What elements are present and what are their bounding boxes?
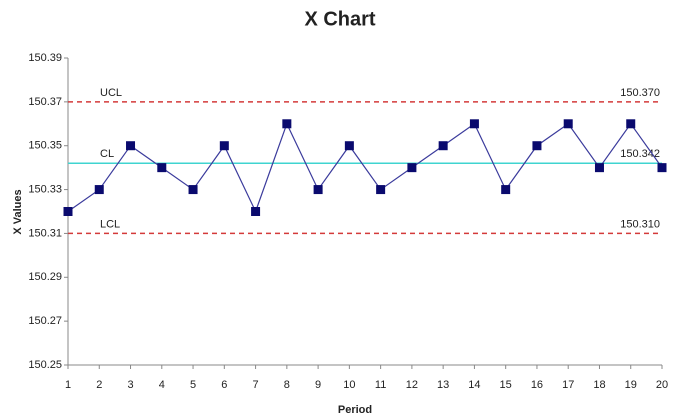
point-marker [219, 141, 229, 151]
x-tick-label: 12 [406, 379, 418, 391]
y-tick-label: 150.31 [28, 227, 62, 239]
point-marker [657, 163, 667, 173]
x-tick-label: 2 [96, 379, 102, 391]
x-tick-label: 7 [253, 379, 259, 391]
point-marker [407, 163, 417, 173]
point-marker [344, 141, 354, 151]
y-tick-label: 150.27 [28, 315, 62, 327]
chart-title: X Chart [304, 8, 375, 30]
x-axis-title: Period [338, 404, 372, 416]
control-line-value: 150.310 [620, 218, 660, 230]
y-tick-label: 150.39 [28, 52, 62, 64]
y-tick-label: 150.37 [28, 96, 62, 108]
x-tick-label: 6 [221, 379, 227, 391]
y-tick-label: 150.33 [28, 183, 62, 195]
control-line-name: UCL [100, 87, 122, 99]
y-axis-title: X Values [12, 189, 24, 234]
point-marker [501, 185, 511, 195]
x-tick-label: 9 [315, 379, 321, 391]
point-marker [469, 119, 479, 129]
point-marker [438, 141, 448, 151]
point-marker [282, 119, 292, 129]
x-tick-label: 16 [531, 379, 543, 391]
x-tick-label: 5 [190, 379, 196, 391]
point-marker [626, 119, 636, 129]
control-line-value: 150.370 [620, 87, 660, 99]
x-tick-label: 1 [65, 379, 71, 391]
point-marker [94, 185, 104, 195]
x-tick-label: 14 [468, 379, 480, 391]
x-tick-label: 17 [562, 379, 574, 391]
point-marker [251, 207, 261, 216]
x-tick-label: 11 [375, 379, 386, 391]
point-marker [594, 163, 604, 173]
x-tick-label: 8 [284, 379, 290, 391]
x-tick-label: 19 [625, 379, 637, 391]
point-marker [63, 207, 73, 216]
point-marker [532, 141, 542, 151]
y-tick-label: 150.29 [28, 271, 62, 283]
point-marker [313, 185, 323, 195]
x-tick-label: 18 [593, 379, 605, 391]
x-tick-label: 10 [343, 379, 355, 391]
control-line-name: CL [100, 148, 114, 160]
control-line-name: LCL [100, 218, 120, 230]
control-line-value: 150.342 [620, 148, 660, 160]
point-marker [188, 185, 198, 195]
y-tick-label: 150.25 [28, 359, 62, 371]
x-tick-label: 3 [127, 379, 133, 391]
series-line [67, 122, 663, 214]
x-tick-label: 13 [437, 379, 449, 391]
y-tick-label: 150.35 [28, 140, 62, 152]
x-tick-label: 20 [656, 379, 668, 391]
x-tick-label: 4 [159, 379, 165, 391]
point-marker [376, 185, 386, 195]
point-marker [157, 163, 167, 173]
point-marker [126, 141, 136, 151]
x-tick-label: 15 [500, 379, 512, 391]
point-marker [563, 119, 573, 129]
